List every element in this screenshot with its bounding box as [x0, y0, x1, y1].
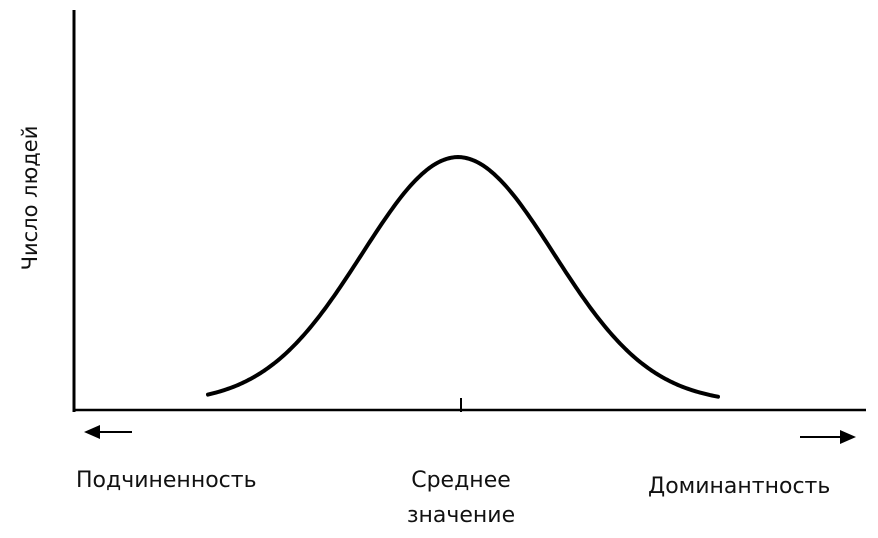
left-arrow — [84, 425, 132, 439]
y-axis-label: Число людей — [14, 118, 46, 278]
x-label-right: Доминантность — [648, 474, 831, 499]
y-axis-label-text: Число людей — [18, 125, 42, 271]
distribution-curve — [206, 155, 720, 399]
x-label-left: Подчиненность — [76, 468, 257, 493]
x-label-center-line2: значение — [406, 503, 516, 528]
x-label-center-line1: Среднее — [411, 468, 511, 493]
right-arrow — [800, 430, 856, 444]
